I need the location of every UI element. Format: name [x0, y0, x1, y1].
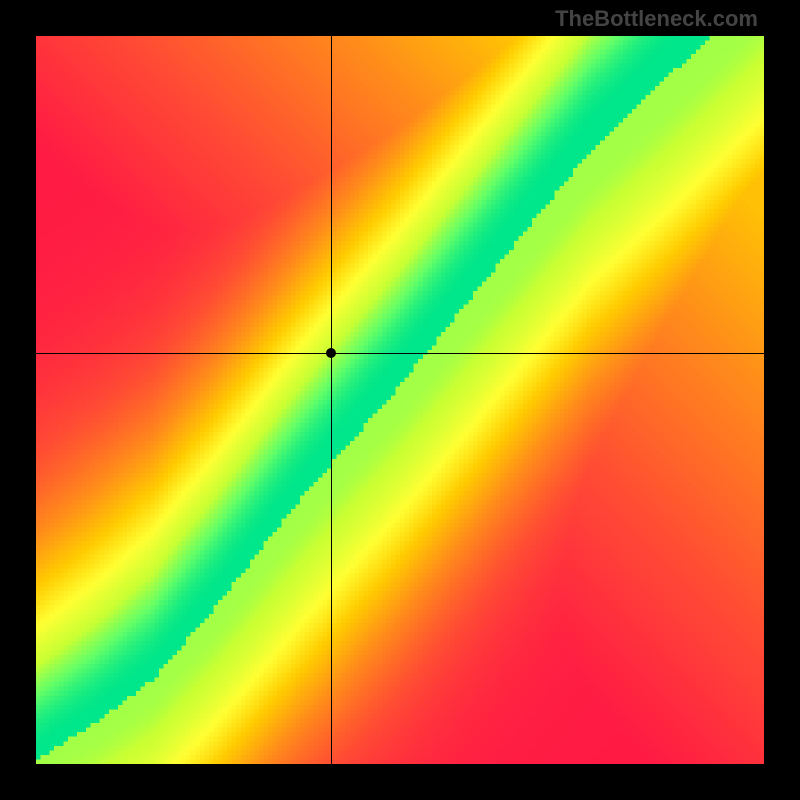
crosshair-marker	[326, 348, 336, 358]
crosshair-horizontal	[36, 353, 764, 354]
heatmap-plot	[36, 36, 764, 764]
chart-frame: TheBottleneck.com	[0, 0, 800, 800]
heatmap-canvas	[36, 36, 764, 764]
crosshair-vertical	[331, 36, 332, 764]
watermark-text: TheBottleneck.com	[555, 6, 758, 32]
